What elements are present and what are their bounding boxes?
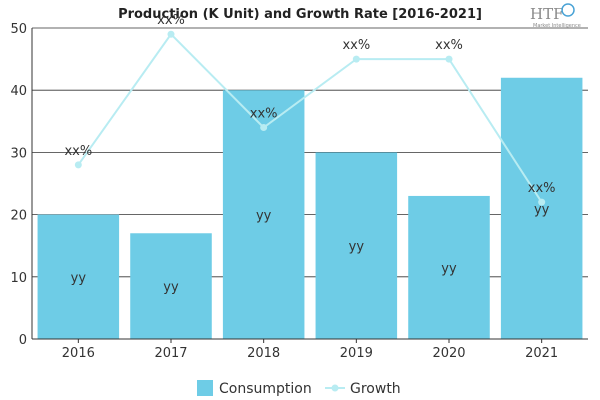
y-tick-label: 40 — [10, 84, 27, 99]
legend-label-growth: Growth — [350, 381, 401, 397]
growth-data-label: xx% — [435, 38, 463, 53]
bar-data-label: yy — [534, 202, 550, 217]
htf-logo: HTF Market Intelligence — [530, 3, 581, 29]
y-tick-label: 0 — [19, 333, 27, 348]
x-tick-label: 2017 — [154, 346, 187, 361]
bar — [37, 214, 120, 339]
bar-data-label: yy — [163, 280, 179, 295]
x-axis: 2016 2017 2018 2019 2020 2021 — [31, 28, 588, 361]
logo-subtext: Market Intelligence — [533, 23, 581, 29]
growth-point — [167, 30, 175, 38]
x-tick-label: 2019 — [340, 346, 373, 361]
globe-icon — [561, 3, 575, 17]
bar — [408, 195, 490, 339]
growth-point — [260, 124, 268, 132]
bar-data-label: yy — [441, 261, 457, 276]
bar — [315, 152, 398, 339]
bar-series: yy yy yy yy yy yy — [37, 77, 583, 339]
bar — [222, 90, 305, 339]
x-tick-label: 2016 — [62, 346, 95, 361]
bar — [500, 77, 583, 339]
growth-data-label: xx% — [64, 144, 92, 159]
legend-label-consumption: Consumption — [219, 381, 312, 397]
y-tick-label: 20 — [10, 209, 27, 224]
bar-data-label: yy — [256, 209, 272, 224]
x-tick-label: 2021 — [525, 346, 558, 361]
legend-swatch-consumption — [197, 380, 213, 396]
legend-swatch-growth-marker — [331, 384, 339, 392]
growth-data-label: xx% — [528, 181, 556, 196]
growth-point — [352, 55, 360, 63]
y-tick-label: 50 — [10, 22, 27, 37]
gridlines — [32, 27, 588, 278]
y-tick-label: 10 — [10, 271, 27, 286]
y-axis-ticks: 0 10 20 30 40 50 — [10, 22, 27, 348]
chart-title: Production (K Unit) and Growth Rate [201… — [118, 7, 482, 22]
x-tick-label: 2020 — [432, 346, 465, 361]
logo-text: HTF — [530, 5, 564, 23]
growth-point — [74, 161, 82, 169]
growth-data-label: xx% — [342, 38, 370, 53]
growth-line — [77, 32, 543, 203]
legend: Consumption Growth — [197, 380, 401, 397]
bar-data-label: yy — [349, 240, 365, 255]
growth-point — [538, 198, 546, 206]
bar — [130, 233, 212, 339]
growth-data-label: xx% — [157, 13, 185, 28]
line-series: xx% xx% xx% xx% xx% xx% — [64, 13, 556, 206]
y-tick-label: 30 — [10, 146, 27, 161]
growth-point — [445, 55, 453, 63]
bar-data-label: yy — [71, 271, 87, 286]
x-tick-label: 2018 — [247, 346, 280, 361]
growth-data-label: xx% — [250, 107, 278, 122]
